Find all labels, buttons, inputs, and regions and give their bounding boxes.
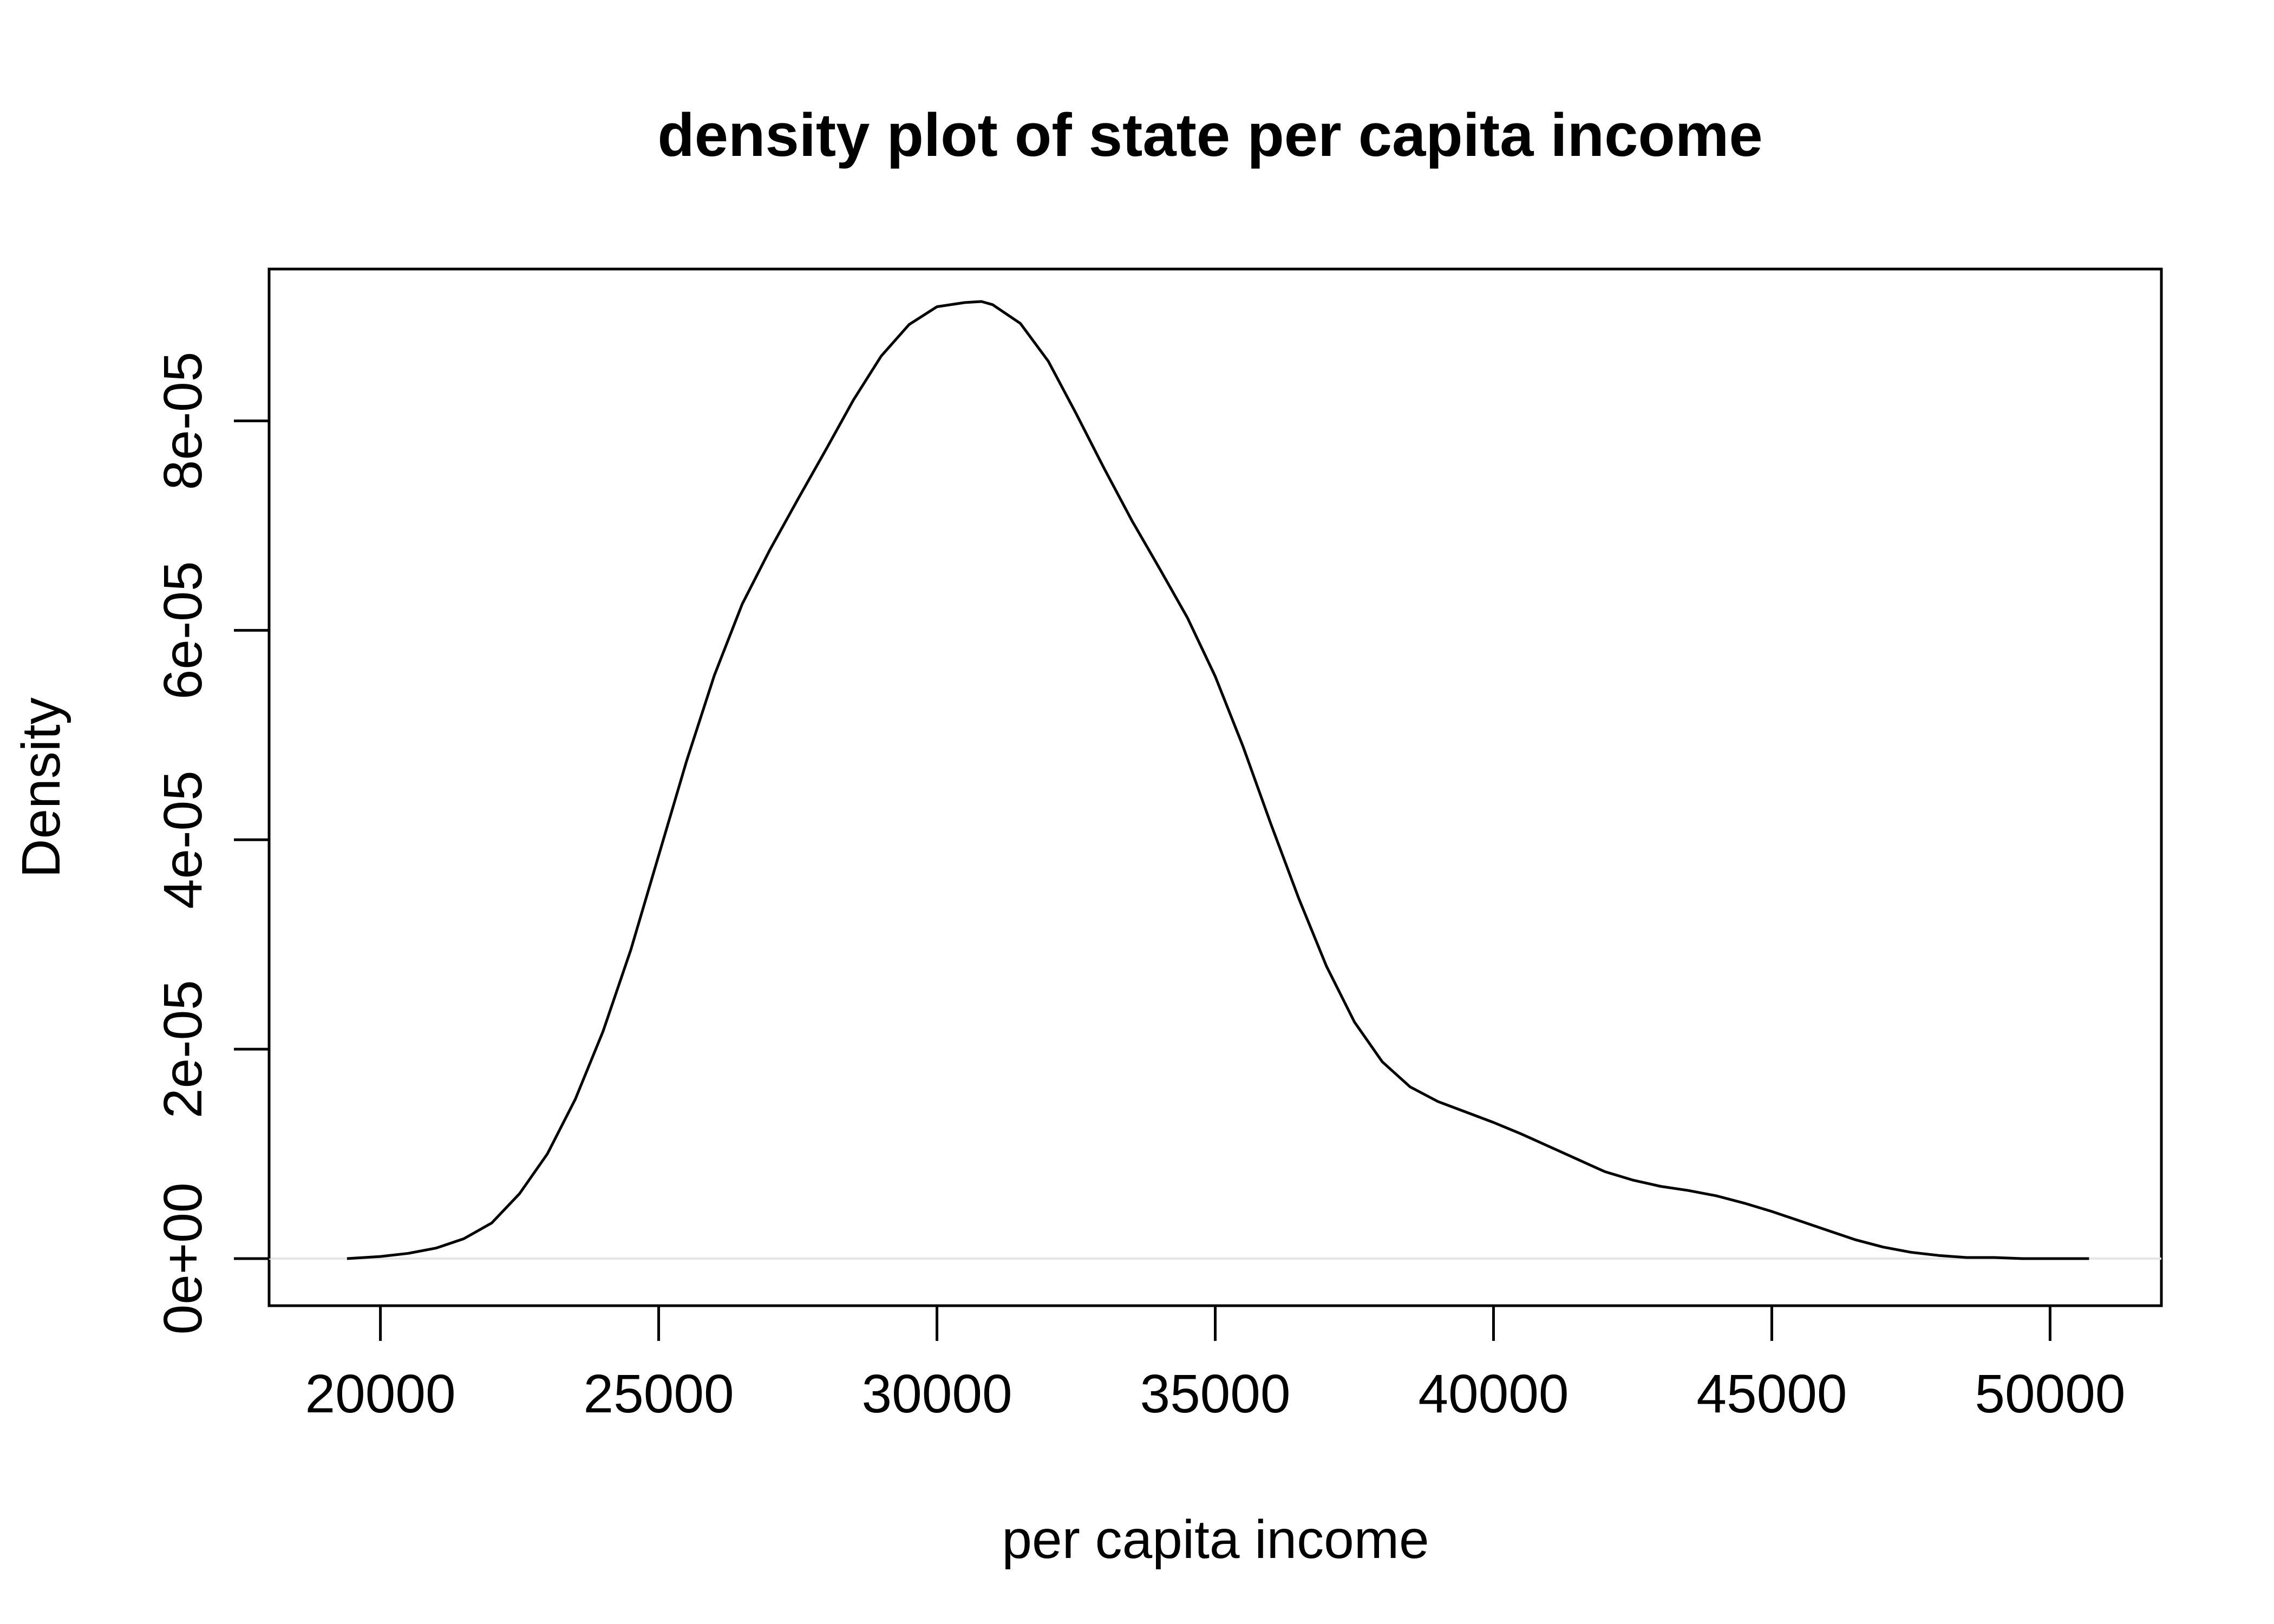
x-tick-label: 40000 (1418, 1364, 1569, 1424)
y-tick-label: 4e-05 (153, 770, 213, 909)
y-axis-title: Density (11, 697, 71, 878)
x-tick-label: 50000 (1975, 1364, 2125, 1424)
y-tick-label: 2e-05 (153, 980, 213, 1118)
y-tick-label: 0e+00 (153, 1183, 213, 1335)
y-tick-label: 6e-05 (153, 561, 213, 699)
x-axis-title: per capita income (1002, 1509, 1429, 1570)
x-tick-label: 35000 (1140, 1364, 1290, 1424)
x-axis-ticks: 20000 25000 30000 35000 40000 45000 50000 (305, 1306, 2125, 1424)
chart-title: density plot of state per capita income (657, 101, 1762, 169)
x-tick-label: 25000 (584, 1364, 734, 1424)
x-tick-label: 20000 (305, 1364, 456, 1424)
plot-frame (267, 267, 2163, 1307)
y-tick-label: 8e-05 (153, 352, 213, 490)
x-tick-label: 45000 (1696, 1364, 1847, 1424)
x-tick-label: 30000 (861, 1364, 1012, 1424)
density-line (347, 300, 2089, 1260)
y-axis-ticks: 0e+00 2e-05 4e-05 6e-05 8e-05 (153, 352, 269, 1335)
